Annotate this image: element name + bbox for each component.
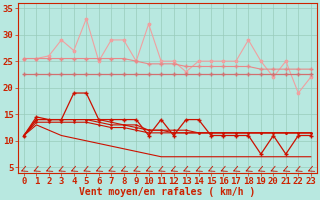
- X-axis label: Vent moyen/en rafales ( km/h ): Vent moyen/en rafales ( km/h ): [79, 187, 255, 197]
